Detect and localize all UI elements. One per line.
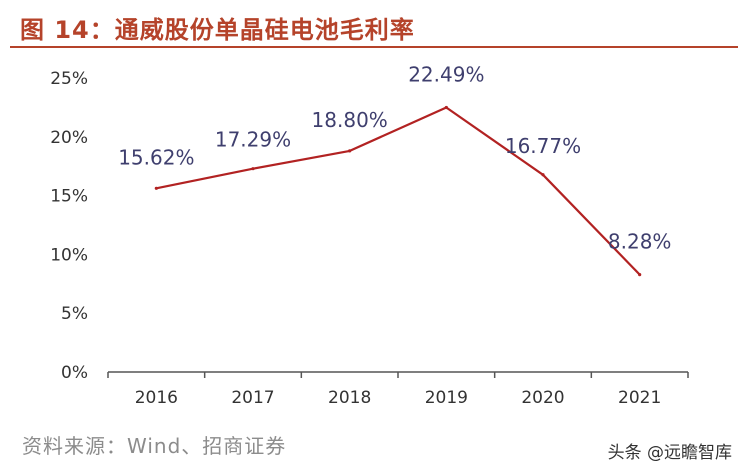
x-tick-label: 2016 <box>135 388 178 408</box>
data-labels: 15.62% 17.29% 18.80% 22.49% 16.77% 8.28% <box>118 63 671 254</box>
y-tick-label: 25% <box>50 69 88 89</box>
data-point <box>638 273 642 277</box>
data-label: 22.49% <box>408 63 484 87</box>
title-bar: 图 14：通威股份单晶硅电池毛利率 <box>10 8 738 48</box>
y-tick-label: 0% <box>61 363 88 383</box>
data-point <box>251 167 255 171</box>
y-axis: 0% 5% 10% 15% 20% 25% <box>50 69 88 383</box>
data-label: 17.29% <box>215 128 291 152</box>
x-tick-label: 2021 <box>618 388 661 408</box>
x-tick-label: 2020 <box>521 388 564 408</box>
data-label: 18.80% <box>312 108 388 132</box>
x-tick-label: 2017 <box>231 388 274 408</box>
data-label: 15.62% <box>118 145 194 169</box>
source-note: 资料来源：Wind、招商证券 <box>22 434 287 458</box>
data-point <box>541 173 545 177</box>
watermark: 头条 @远瞻智库 <box>607 443 732 463</box>
y-tick-label: 5% <box>61 304 88 324</box>
y-tick-label: 15% <box>50 187 88 207</box>
series-line <box>156 106 641 276</box>
data-label: 8.28% <box>608 230 672 254</box>
x-tick-label: 2019 <box>425 388 468 408</box>
data-point <box>348 149 352 153</box>
data-point <box>444 105 448 110</box>
x-tick-label: 2018 <box>328 388 371 408</box>
data-label: 16.77% <box>505 134 581 158</box>
data-point <box>154 186 158 190</box>
y-tick-label: 10% <box>50 245 88 265</box>
x-axis: 2016 2017 2018 2019 2020 2021 <box>107 371 689 408</box>
series-group <box>154 105 642 277</box>
y-tick-label: 20% <box>50 128 88 148</box>
chart-title: 图 14：通威股份单晶硅电池毛利率 <box>20 16 415 44</box>
